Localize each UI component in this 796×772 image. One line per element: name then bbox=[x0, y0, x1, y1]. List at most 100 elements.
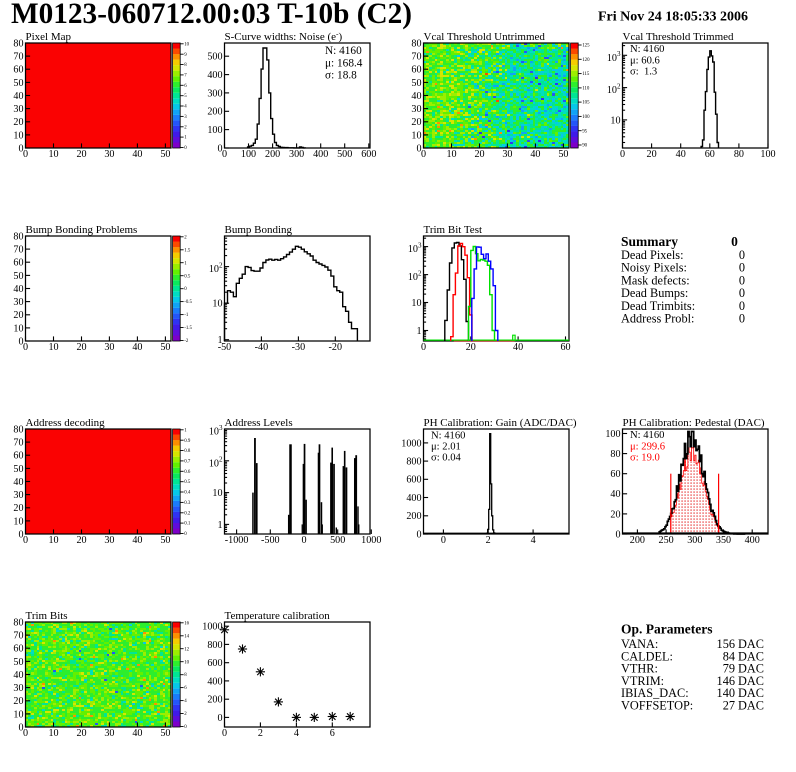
svg-text:Dead Bumps:: Dead Bumps: bbox=[621, 286, 688, 300]
svg-text:Vcal Threshold Trimmed: Vcal Threshold Trimmed bbox=[623, 31, 735, 43]
svg-text:1000: 1000 bbox=[361, 535, 381, 546]
svg-text:DAC: DAC bbox=[738, 699, 764, 713]
svg-text:2: 2 bbox=[184, 712, 187, 717]
svg-text:400: 400 bbox=[745, 535, 760, 546]
svg-text:30: 30 bbox=[13, 104, 23, 115]
svg-text:200: 200 bbox=[630, 535, 645, 546]
svg-text:79: 79 bbox=[723, 662, 735, 676]
svg-text:8: 8 bbox=[184, 63, 187, 68]
svg-text:60: 60 bbox=[610, 469, 620, 480]
svg-text:40: 40 bbox=[610, 489, 620, 500]
svg-text:0: 0 bbox=[739, 312, 745, 326]
svg-text:20: 20 bbox=[76, 535, 86, 546]
svg-text:30: 30 bbox=[411, 104, 421, 115]
svg-text:-1.5: -1.5 bbox=[184, 326, 192, 331]
svg-text:70: 70 bbox=[13, 438, 23, 449]
svg-text:0: 0 bbox=[421, 149, 426, 160]
svg-text:110: 110 bbox=[582, 87, 590, 92]
svg-text:-40: -40 bbox=[255, 342, 269, 353]
svg-text:90: 90 bbox=[582, 144, 587, 149]
svg-text:0.3: 0.3 bbox=[184, 501, 191, 506]
svg-text:50: 50 bbox=[160, 728, 170, 739]
svg-text:0.9: 0.9 bbox=[184, 439, 191, 444]
svg-text:20: 20 bbox=[76, 342, 86, 353]
svg-text:0: 0 bbox=[739, 248, 745, 262]
svg-text:103: 103 bbox=[209, 424, 223, 438]
svg-text:DAC: DAC bbox=[738, 649, 764, 663]
svg-text:Dead Pixels:: Dead Pixels: bbox=[621, 248, 684, 262]
svg-text:4: 4 bbox=[294, 728, 299, 739]
svg-text:400: 400 bbox=[313, 149, 328, 160]
svg-text:DAC: DAC bbox=[738, 662, 764, 676]
svg-text:0: 0 bbox=[184, 725, 187, 730]
svg-text:0: 0 bbox=[739, 261, 745, 275]
svg-text:Address decoding: Address decoding bbox=[26, 417, 106, 429]
svg-text:10: 10 bbox=[212, 488, 222, 499]
svg-text:40: 40 bbox=[513, 342, 523, 353]
svg-text:50: 50 bbox=[13, 464, 23, 475]
svg-text:102: 102 bbox=[209, 262, 223, 276]
svg-text:40: 40 bbox=[13, 670, 23, 681]
svg-text:70: 70 bbox=[13, 631, 23, 642]
svg-text:1: 1 bbox=[184, 261, 187, 266]
svg-text:105: 105 bbox=[582, 101, 590, 106]
svg-text:600: 600 bbox=[361, 149, 376, 160]
svg-text:Mask defects:: Mask defects: bbox=[621, 273, 690, 287]
svg-text:0: 0 bbox=[739, 273, 745, 287]
svg-text:0: 0 bbox=[731, 234, 738, 249]
svg-text:Pixel Map: Pixel Map bbox=[26, 31, 72, 43]
svg-text:Address Probl:: Address Probl: bbox=[621, 312, 694, 326]
svg-text:Trim Bit Test: Trim Bit Test bbox=[424, 224, 483, 236]
svg-text:60: 60 bbox=[13, 65, 23, 76]
svg-text:N: 4160: N: 4160 bbox=[431, 431, 465, 442]
svg-text:40: 40 bbox=[132, 728, 142, 739]
svg-text:VTHR:: VTHR: bbox=[621, 662, 658, 676]
svg-text:80: 80 bbox=[734, 149, 744, 160]
svg-text:0: 0 bbox=[217, 713, 222, 724]
svg-text:60: 60 bbox=[560, 342, 570, 353]
svg-text:10: 10 bbox=[13, 709, 23, 720]
svg-text:Bump Bonding Problems: Bump Bonding Problems bbox=[26, 224, 138, 236]
svg-text:9: 9 bbox=[184, 53, 187, 58]
svg-text:4: 4 bbox=[531, 535, 536, 546]
svg-text:140: 140 bbox=[717, 686, 735, 700]
svg-text:50: 50 bbox=[160, 535, 170, 546]
svg-text:3: 3 bbox=[184, 115, 187, 120]
svg-text:350: 350 bbox=[716, 535, 731, 546]
svg-text:40: 40 bbox=[132, 535, 142, 546]
svg-text:300: 300 bbox=[207, 88, 222, 99]
svg-text:10: 10 bbox=[610, 115, 620, 126]
svg-text:20: 20 bbox=[411, 117, 421, 128]
svg-text:80: 80 bbox=[411, 38, 421, 49]
svg-text:1: 1 bbox=[217, 335, 222, 346]
svg-text:400: 400 bbox=[406, 493, 421, 504]
svg-text:0.2: 0.2 bbox=[184, 511, 191, 516]
svg-text:Dead Trimbits:: Dead Trimbits: bbox=[621, 299, 695, 313]
svg-text:-1: -1 bbox=[184, 313, 189, 318]
svg-text:146: 146 bbox=[717, 674, 735, 688]
svg-text:80: 80 bbox=[13, 38, 23, 49]
svg-text:0: 0 bbox=[615, 529, 620, 540]
svg-text:14: 14 bbox=[184, 634, 189, 639]
svg-text:10: 10 bbox=[212, 299, 222, 310]
svg-text:30: 30 bbox=[13, 683, 23, 694]
svg-text:0: 0 bbox=[217, 143, 222, 154]
svg-text:σ: 19.0: σ: 19.0 bbox=[630, 452, 660, 463]
svg-text:600: 600 bbox=[406, 475, 421, 486]
svg-text:800: 800 bbox=[207, 640, 222, 651]
svg-text:0.8: 0.8 bbox=[184, 449, 191, 454]
svg-text:10: 10 bbox=[13, 130, 23, 141]
svg-text:DAC: DAC bbox=[738, 674, 764, 688]
svg-text:20: 20 bbox=[610, 509, 620, 520]
svg-text:DAC: DAC bbox=[738, 637, 764, 651]
svg-text:2: 2 bbox=[184, 125, 187, 130]
svg-text:-50: -50 bbox=[218, 342, 232, 353]
svg-text:10: 10 bbox=[184, 660, 189, 665]
svg-text:0.5: 0.5 bbox=[184, 274, 191, 279]
svg-text:70: 70 bbox=[411, 52, 421, 63]
svg-text:200: 200 bbox=[406, 511, 421, 522]
svg-text:IBIAS_DAC:: IBIAS_DAC: bbox=[621, 686, 689, 700]
svg-text:Op. Parameters: Op. Parameters bbox=[621, 622, 712, 637]
svg-text:0: 0 bbox=[18, 529, 23, 540]
svg-text:30: 30 bbox=[13, 490, 23, 501]
